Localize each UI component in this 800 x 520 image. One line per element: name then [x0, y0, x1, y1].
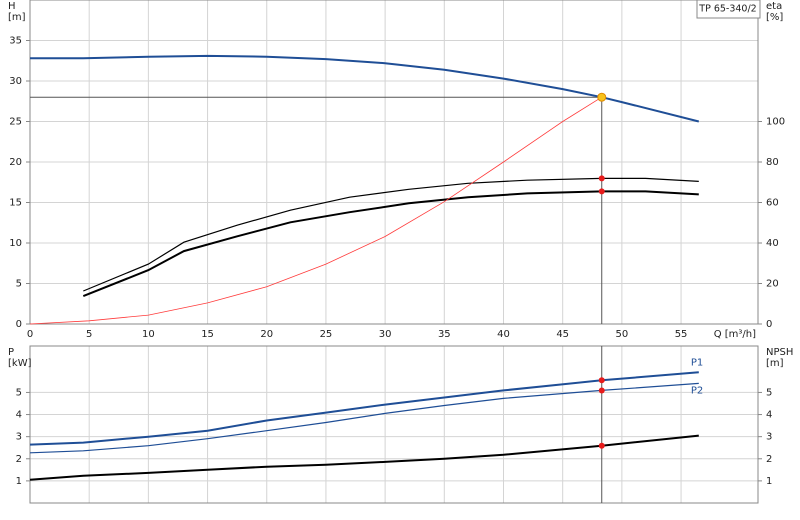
x-tick-label: 35	[438, 329, 451, 340]
y-axis-label: P	[8, 347, 14, 358]
x-tick-label: 40	[497, 329, 510, 340]
y2-tick-label: 1	[766, 476, 772, 487]
series-label: P2	[691, 385, 703, 396]
y-tick-label: 1	[16, 476, 22, 487]
x-tick-label: 50	[616, 329, 629, 340]
title-box	[696, 0, 761, 19]
y-tick-label: 35	[9, 36, 22, 47]
y-axis-label: [kW]	[8, 358, 32, 369]
curve	[29, 371, 699, 446]
curve	[82, 190, 699, 298]
y2-tick-label: 100	[766, 117, 785, 128]
y-tick-label: 5	[16, 387, 22, 398]
curve	[29, 382, 699, 454]
chart-title: TP 65-340/2	[698, 4, 756, 15]
x-tick-label: 30	[379, 329, 392, 340]
y2-tick-label: 2	[766, 454, 772, 465]
plot-frame	[29, 345, 759, 504]
operating-point	[598, 175, 605, 182]
curve	[30, 54, 700, 123]
y-tick-label: 30	[9, 76, 22, 87]
y2-axis-label: [m]	[766, 358, 784, 369]
y2-axis-label: NPSH	[766, 347, 793, 358]
x-axis-label: Q [m³/h]	[714, 329, 756, 340]
x-tick-label: 0	[27, 329, 33, 340]
y2-tick-label: 4	[766, 410, 772, 421]
y-tick-label: 20	[9, 157, 22, 168]
x-tick-label: 25	[320, 329, 333, 340]
y-axis-label: H	[8, 1, 16, 12]
plot-frame	[29, 0, 759, 325]
x-tick-label: 20	[260, 329, 273, 340]
y2-tick-label: 0	[766, 319, 772, 330]
y-tick-label: 3	[16, 432, 22, 443]
operating-point	[598, 377, 605, 384]
x-tick-label: 55	[675, 329, 688, 340]
x-tick-label: 5	[86, 329, 92, 340]
operating-point	[598, 387, 605, 394]
operating-point	[597, 92, 607, 102]
y2-tick-label: 3	[766, 432, 772, 443]
y2-axis-label: eta	[766, 1, 782, 12]
y-tick-label: 4	[16, 410, 22, 421]
x-tick-label: 45	[556, 329, 569, 340]
x-tick-label: 10	[142, 329, 155, 340]
y2-tick-label: 80	[766, 157, 779, 168]
y-tick-label: 25	[9, 117, 22, 128]
curve	[29, 96, 602, 325]
operating-point	[598, 442, 605, 449]
y-tick-label: 10	[9, 238, 22, 249]
x-tick-label: 15	[201, 329, 214, 340]
y2-tick-label: 20	[766, 279, 779, 290]
y2-axis-label: [%]	[766, 12, 783, 23]
y2-tick-label: 5	[766, 387, 772, 398]
y2-tick-label: 60	[766, 198, 779, 209]
curve	[83, 177, 699, 292]
y-tick-label: 15	[9, 198, 22, 209]
y-tick-label: 0	[16, 319, 22, 330]
series-label: P1	[691, 357, 703, 368]
y-tick-label: 2	[16, 454, 22, 465]
y-axis-label: [m]	[8, 12, 26, 23]
y2-tick-label: 40	[766, 238, 779, 249]
operating-point	[598, 188, 605, 195]
y-tick-label: 5	[16, 279, 22, 290]
curve	[29, 434, 699, 481]
